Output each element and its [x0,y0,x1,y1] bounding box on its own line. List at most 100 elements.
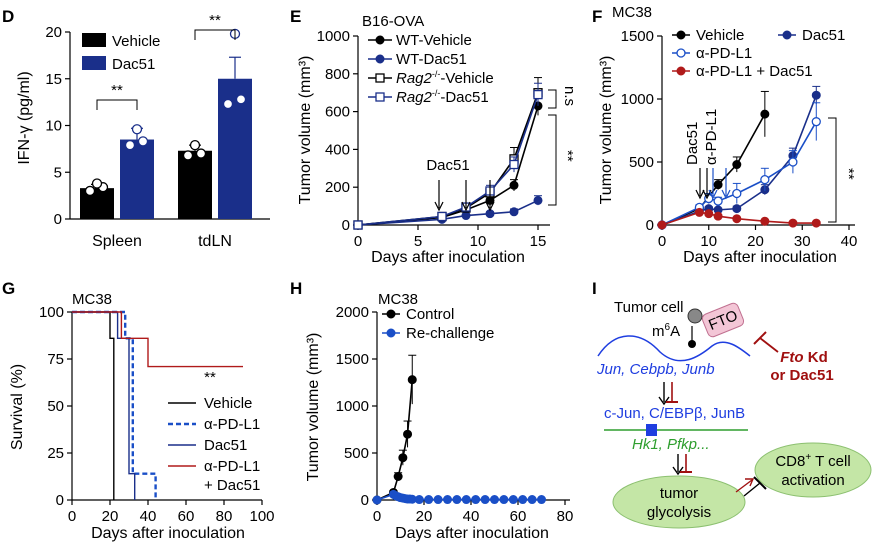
y-tick-label: 100 [39,304,64,321]
data-point [375,35,385,45]
x-tick-label: 15 [530,233,547,250]
significance-label: ** [111,82,123,99]
data-point [443,495,452,505]
data-point [533,195,543,205]
data-point [471,495,481,505]
panel-e: E B16-OVA Tumor volume (mm³) Days after … [290,7,578,266]
treatment-label: Dac51 [426,157,469,174]
mrna-strand [597,335,751,362]
data-point [732,188,742,199]
data-point [403,429,413,439]
panel-letter: G [2,279,15,298]
inhibitor-label-2: or Dac51 [770,367,833,384]
data-point [407,375,417,385]
y-tick-label: 1500 [336,351,369,368]
panel-g: G MC38 Survival (%) Days after inoculati… [2,279,275,542]
tf-binding-box [646,424,657,436]
arrow-head [672,466,684,476]
data-point [222,98,234,110]
panel-h: H MC38 Tumor volume (mm³) Days after ino… [290,279,573,542]
inhibit-line [759,337,779,353]
x-axis-label: Days after inoculation [395,525,549,542]
series-line [376,379,414,501]
treatment-label: Dac51 [684,122,701,165]
significance-bracket [548,89,557,109]
data-point [393,472,403,481]
tcell-ellipse [754,442,872,498]
target-genes-label: Hk1, Pfkp... [632,436,710,453]
legend-label: α-PD-L1 [696,45,752,62]
x-tick-label: 20 [102,508,119,525]
data-point [760,216,770,226]
data-point [676,48,686,58]
arrow-head [461,201,471,212]
x-tick-label: 0 [68,508,76,525]
y-tick-label: 10 [45,118,62,135]
significance-label: n.s [561,86,578,106]
chart-title: B16-OVA [362,13,424,30]
y-tick-label: 800 [325,66,350,83]
x-tick-label: 60 [510,508,527,525]
data-point [124,139,136,151]
x-tick-label: 80 [557,508,574,525]
survival-curve [72,311,115,500]
x-tick-label: 60 [178,508,195,525]
significance-bracket [548,114,557,206]
x-tick-label: 40 [140,508,157,525]
cell-icon [687,308,703,324]
y-tick-label: 20 [45,24,62,41]
data-point [375,73,385,83]
significance-bracket [828,117,837,223]
y-tick-label: 1000 [336,398,369,415]
y-tick-label: 0 [54,211,62,228]
data-point [732,160,742,170]
bar [178,150,212,219]
panel-i: I Tumor cell m6A FTO Jun, Cebpb, Junb Ft… [592,279,872,529]
glycolysis-label-1: tumor [660,485,698,502]
fto-box [701,302,745,338]
treatment-label: α-PD-L1 [703,109,720,165]
survival-curve [72,311,243,368]
x-axis-label: Days after inoculation [683,249,837,266]
data-point [235,94,247,105]
data-point [437,211,447,222]
y-axis-label: IFN-γ (pg/ml) [16,71,33,164]
y-tick-label: 5 [54,164,62,181]
data-point [137,136,149,147]
significance-bracket [194,29,236,40]
inhibitor-label-1: Fto Kd [780,349,828,366]
data-point [480,495,490,505]
legend-label: Rag2-/--Dac51 [396,88,489,106]
data-point [811,117,821,127]
panel-f: F MC38 Tumor volume (mm³) Days after ino… [592,4,857,266]
legend-label: Dac51 [112,56,155,73]
inhibit-bar [753,476,767,490]
chart-title: MC38 [72,291,112,308]
glycolysis-label-2: glycolysis [647,504,711,521]
plot-area: 0 5 10 15 20 Spleen tdLN Vehicle Dac51 ** ** [45,12,270,250]
data-point [811,90,821,100]
y-tick-label: 600 [325,104,350,121]
y-tick-label: 25 [47,445,64,462]
y-tick-label: 0 [361,492,369,509]
arrow-head [745,478,755,487]
x-tick-label: 20 [747,233,764,250]
data-point [509,159,519,170]
x-tick-label: 40 [841,233,858,250]
x-tick-label: 20 [416,508,433,525]
significance-label: ** [559,150,576,162]
legend-label: Control [406,306,454,323]
legend-label: Vehicle [696,27,744,44]
x-tick-label: 5 [414,233,422,250]
data-point [657,220,667,230]
data-point [509,207,519,217]
legend-label: WT-Vehicle [396,32,472,49]
x-axis-label: Days after inoculation [91,525,245,542]
data-point [424,495,434,505]
plot-area: 0 200 400 600 800 1000 0 5 10 15 WT-Vehicle WT-Dac5… [317,28,578,250]
legend-label: + Dac51 [204,477,260,494]
arrow-head [658,396,670,406]
x-tick-label: 40 [463,508,480,525]
data-point [131,124,143,135]
